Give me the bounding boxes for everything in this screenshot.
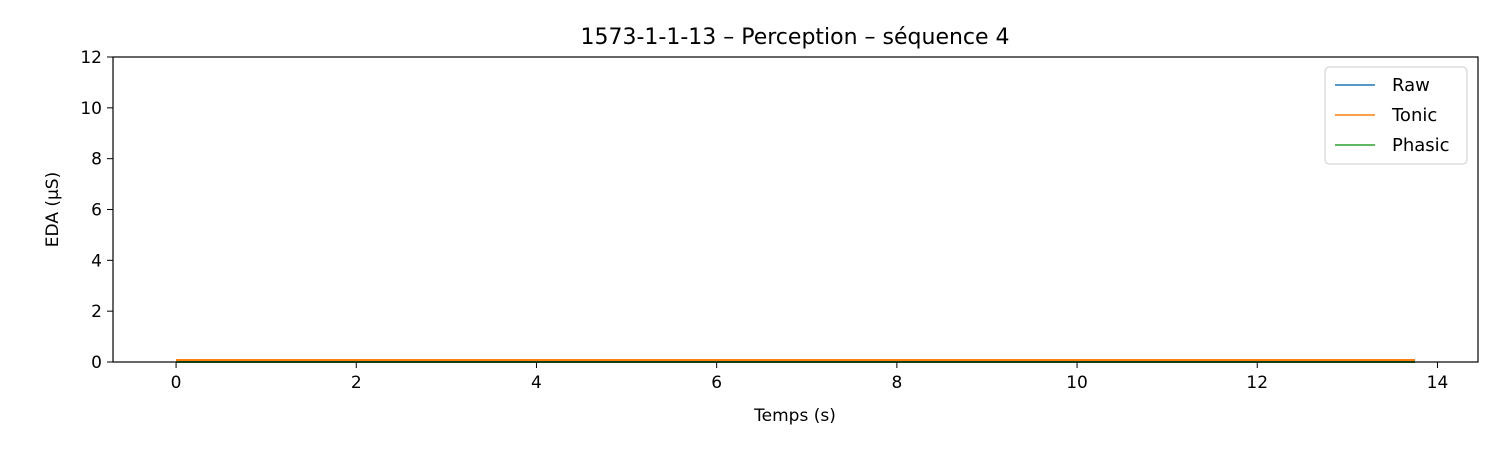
- x-tick-label: 14: [1427, 373, 1449, 393]
- legend-box: [1324, 66, 1468, 165]
- x-tick-label: 10: [1066, 373, 1088, 393]
- x-tick-label: 4: [531, 373, 542, 393]
- axis-ticks: 0 2 4 6 8 10 12 14 0 2 4 6 8 10 12: [80, 48, 1448, 393]
- chart-title: 1573-1-1-13 – Perception – séquence 4: [580, 25, 1009, 50]
- y-tick-label: 12: [80, 48, 102, 68]
- y-tick-label: 4: [91, 251, 102, 271]
- x-tick-label: 0: [171, 373, 182, 393]
- axes-frame: [112, 56, 1479, 363]
- x-tick-label: 2: [351, 373, 362, 393]
- y-tick-label: 2: [91, 302, 102, 322]
- y-tick-label: 8: [91, 150, 102, 170]
- y-axis-label: EDA (µS): [43, 172, 63, 247]
- legend-label-tonic: Tonic: [1391, 105, 1437, 126]
- y-tick-label: 0: [91, 353, 102, 373]
- legend-label-raw: Raw: [1392, 75, 1430, 96]
- x-tick-label: 6: [711, 373, 722, 393]
- legend: Raw Tonic Phasic: [1324, 66, 1468, 165]
- x-tick-label: 8: [891, 373, 902, 393]
- y-tick-label: 10: [80, 99, 102, 119]
- x-axis-label: Temps (s): [753, 406, 836, 426]
- y-tick-label: 6: [91, 201, 102, 221]
- legend-label-phasic: Phasic: [1392, 135, 1450, 156]
- x-tick-label: 12: [1246, 373, 1268, 393]
